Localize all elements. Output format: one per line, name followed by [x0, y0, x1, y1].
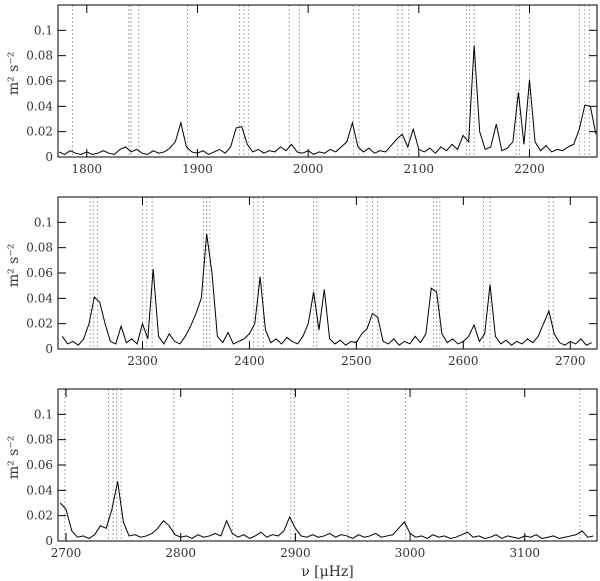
- x-tick-label: 2400: [234, 354, 265, 368]
- x-tick-label: 2700: [51, 546, 82, 560]
- y-tick-label: 0.08: [26, 433, 53, 447]
- y-tick-label: 0.02: [26, 509, 53, 523]
- y-tick-label: 0.06: [26, 266, 53, 280]
- y-tick-label: 0: [45, 150, 53, 164]
- y-axis-label: m² s⁻²: [6, 52, 22, 96]
- x-tick-label: 2700: [555, 354, 586, 368]
- y-tick-label: 0.06: [26, 74, 53, 88]
- y-tick-label: 0.04: [26, 483, 53, 497]
- x-tick-label: 2100: [404, 162, 435, 176]
- plot-frame: [57, 388, 598, 542]
- spectrum-line: [61, 233, 592, 346]
- y-tick-label: 0.1: [34, 23, 53, 37]
- y-axis-label: m² s⁻²: [6, 436, 22, 480]
- y-tick-label: 0.06: [26, 458, 53, 472]
- x-tick-label: 2300: [127, 354, 158, 368]
- x-tick-label: 2800: [165, 546, 196, 560]
- y-tick-label: 0.04: [26, 99, 53, 113]
- spectrum-line: [59, 481, 594, 540]
- y-tick-label: 0.02: [26, 317, 53, 331]
- spectrum-line: [58, 45, 597, 156]
- x-tick-label: 2600: [448, 354, 479, 368]
- y-tick-label: 0: [45, 342, 53, 356]
- x-tick-label: 3000: [395, 546, 426, 560]
- y-tick-label: 0.04: [26, 291, 53, 305]
- x-tick-label: 2500: [341, 354, 372, 368]
- y-tick-label: 0: [45, 534, 53, 548]
- x-tick-label: 3100: [509, 546, 540, 560]
- plot-frame: [57, 196, 598, 350]
- x-tick-label: 2200: [514, 162, 545, 176]
- x-axis-label: ν [μHz]: [301, 564, 354, 580]
- y-tick-label: 0.1: [34, 215, 53, 229]
- x-tick-label: 1900: [182, 162, 213, 176]
- y-axis-label: m² s⁻²: [6, 244, 22, 288]
- x-tick-label: 2000: [293, 162, 324, 176]
- y-tick-label: 0.08: [26, 49, 53, 63]
- y-tick-label: 0.08: [26, 241, 53, 255]
- y-tick-label: 0.02: [26, 125, 53, 139]
- x-tick-label: 2900: [280, 546, 311, 560]
- y-tick-label: 0.1: [34, 407, 53, 421]
- x-tick-label: 1800: [72, 162, 103, 176]
